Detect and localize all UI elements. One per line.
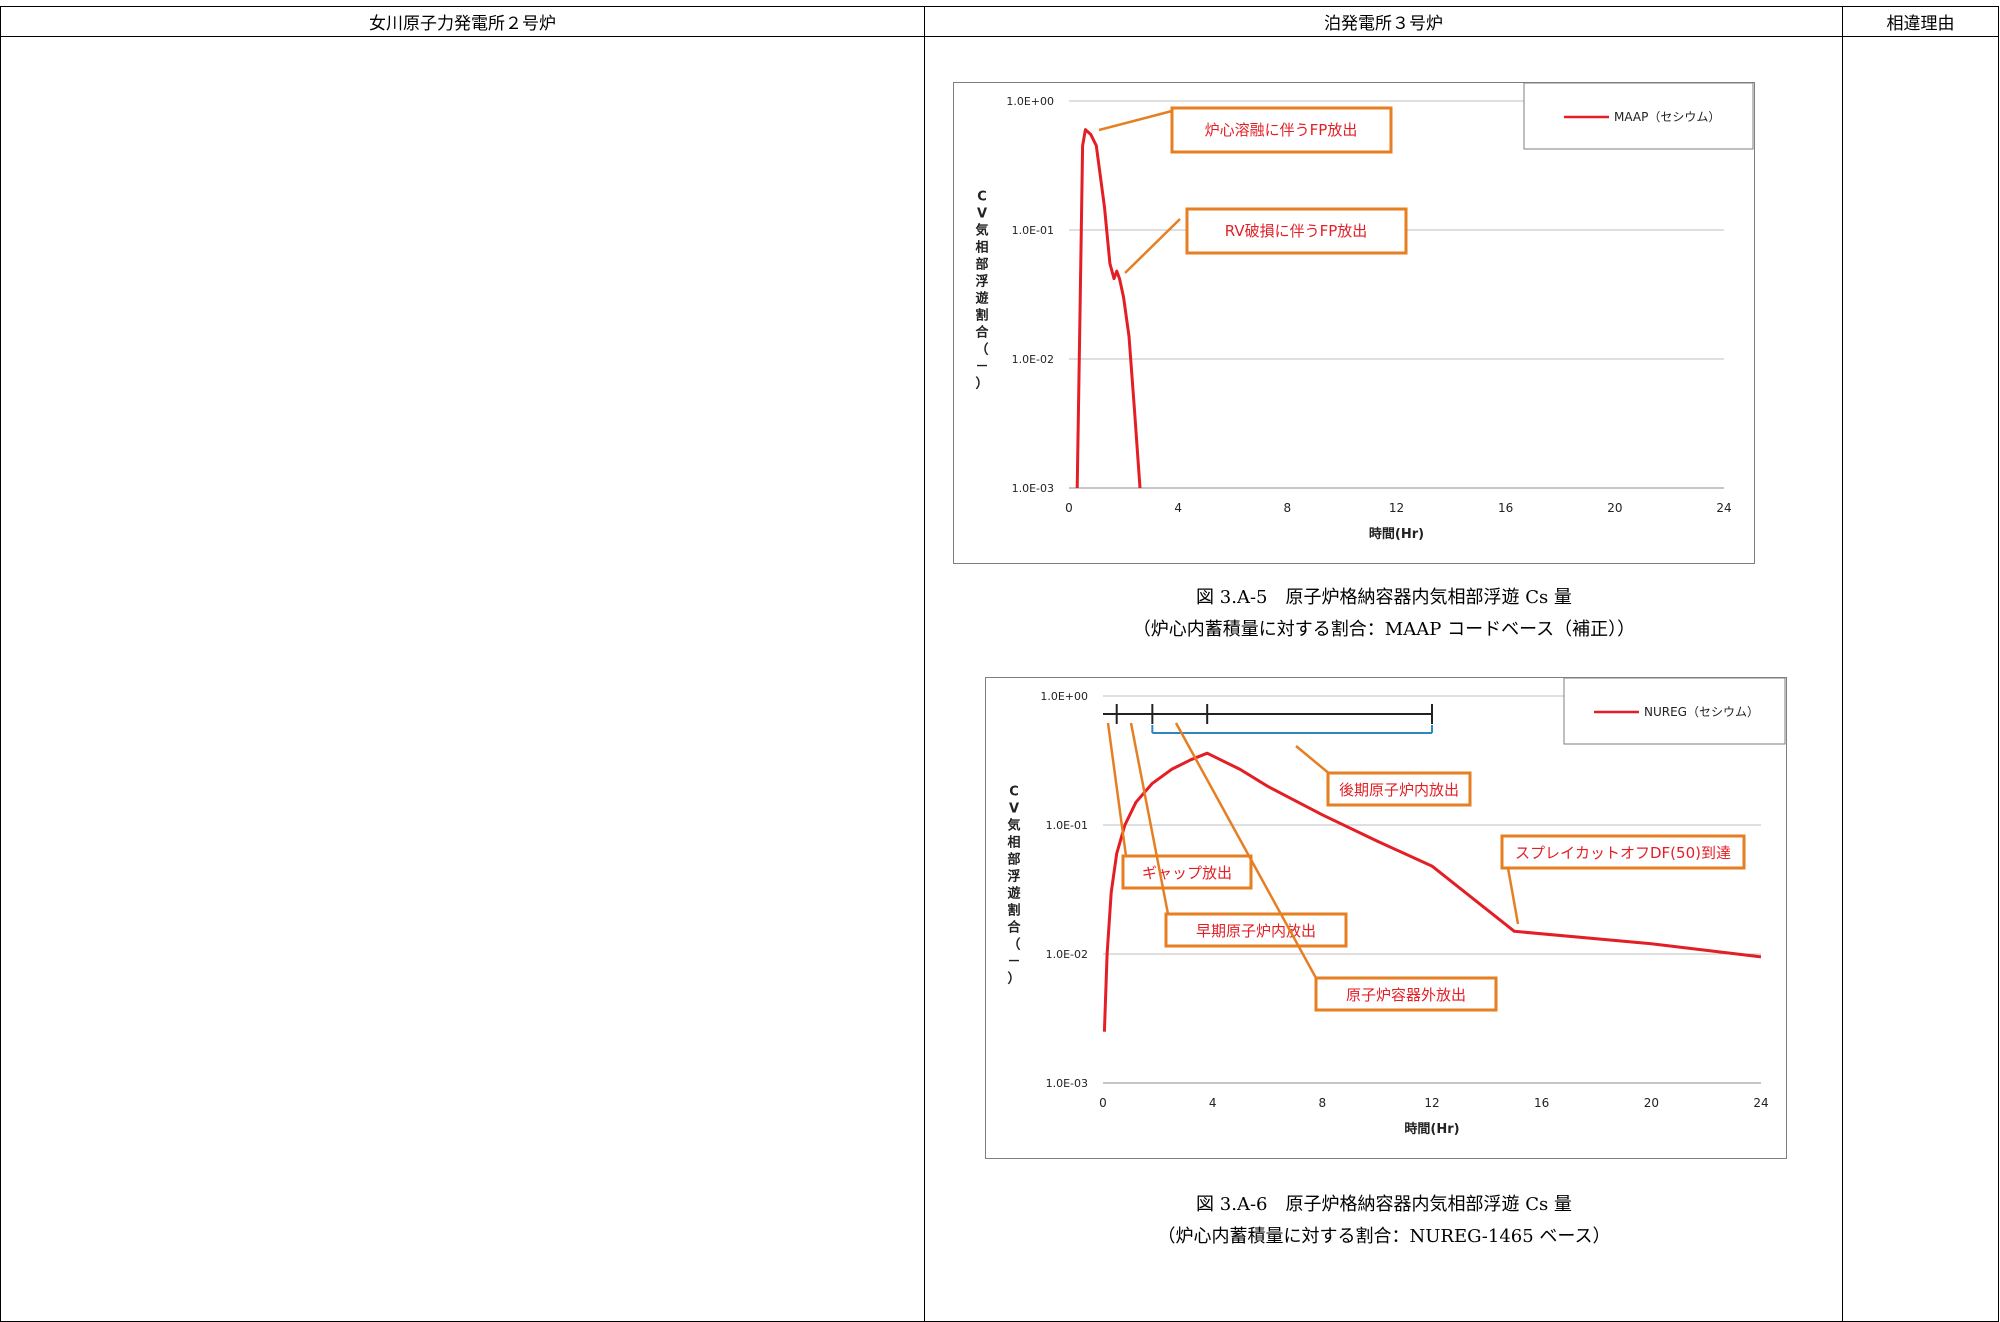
annotation-box [1314,976,1498,1012]
comparison-table: 女川原子力発電所２号炉 泊発電所３号炉 相違理由 1.0E+00 1.0E-01 1… [0,6,1999,1322]
annotation-box [1164,912,1348,948]
x-tick-label: 20 [1607,501,1622,515]
annotation-pointer [1106,722,1128,857]
series-line [1102,751,1762,1032]
annotation-label: 炉心溶融に伴うFP放出 [1205,121,1358,139]
header-row: 女川原子力発電所２号炉 泊発電所３号炉 相違理由 [0,6,1999,37]
y-tick-label: 1.0E-03 [1012,482,1054,495]
figure-maap-caption-2: （炉心内蓄積量に対する割合：MAAP コードベース（補正）） [1132,619,1636,640]
y-tick-label: 1.0E-02 [1012,353,1054,366]
figure-nureg-caption-2: （炉心内蓄積量に対する割合：NUREG-1465 ベース） [1157,1226,1611,1247]
x-tick-label: 8 [1284,501,1292,515]
y-tick-label: 1.0E+00 [1006,95,1054,108]
y-axis-label: C V 気相部浮遊割合（－） [1007,785,1021,987]
onagawa-cell [0,36,925,1322]
x-tick-label: 0 [1099,1096,1107,1110]
legend-label: NUREG（セシウム） [1644,705,1759,719]
annotation-box [1185,207,1408,255]
annotation-pointer [1295,745,1332,776]
x-tick-label: 0 [1065,501,1073,515]
x-tick-label: 20 [1644,1096,1659,1110]
y-tick-label: 1.0E-01 [1012,224,1054,237]
reason-cell [1842,36,1999,1322]
figure-maap-caption-1: 図 3.A-5 原子炉格納容器内気相部浮遊 Cs 量 [1196,587,1572,608]
x-tick-label: 24 [1716,501,1731,515]
annotation-box [1170,106,1393,154]
x-tick-label: 12 [1389,501,1404,515]
header-tomari: 泊発電所３号炉 [924,6,1843,37]
x-tick-label: 4 [1209,1096,1217,1110]
x-tick-label: 8 [1319,1096,1327,1110]
y-tick-label: 1.0E-01 [1046,819,1088,832]
annotation-pointer [1506,867,1520,925]
x-axis-label: 時間(Hr) [1369,526,1424,542]
annotation-box [1121,854,1253,890]
x-tick-label: 4 [1174,501,1182,515]
figure-maap: 1.0E+00 1.0E-01 1.0E-02 1.0E-03 0 4 8 12 16 20 24 時… [953,82,1755,564]
annotation-label: 原子炉容器外放出 [1346,986,1466,1004]
x-tick-label: 16 [1498,501,1513,515]
annotation-pointer [1124,218,1181,274]
annotation-pointer [1174,722,1318,979]
annotation-box [1500,834,1746,870]
x-axis-label: 時間(Hr) [1404,1121,1459,1137]
figure-nureg: 1.0E+00 1.0E-01 1.0E-02 1.0E-03 0 4 8 12 16 20 24 時… [985,677,1787,1159]
annotation-label: 後期原子炉内放出 [1339,781,1459,799]
annotation-label: RV破損に伴うFP放出 [1225,222,1368,240]
chart-maap: 1.0E+00 1.0E-01 1.0E-02 1.0E-03 0 4 8 12 16 20 24 時… [975,83,1754,542]
chart-nureg: 1.0E+00 1.0E-01 1.0E-02 1.0E-03 0 4 8 12 16 20 24 時… [1007,678,1786,1137]
y-tick-label: 1.0E-02 [1046,948,1088,961]
series-line [1075,128,1142,489]
annotation-label: 早期原子炉内放出 [1196,922,1316,940]
annotation-box [1326,771,1472,807]
y-tick-label: 1.0E+00 [1040,690,1088,703]
header-reason: 相違理由 [1842,6,1999,37]
annotation-label: スプレイカットオフDF(50)到達 [1515,844,1731,862]
annotation-pointer [1098,109,1173,132]
legend-box [1523,83,1754,150]
y-axis-label: C V 気相部浮遊割合（－） [975,190,989,392]
y-tick-label: 1.0E-03 [1046,1077,1088,1090]
header-onagawa: 女川原子力発電所２号炉 [0,6,925,37]
legend-label: MAAP（セシウム） [1614,110,1720,124]
x-tick-label: 24 [1753,1096,1768,1110]
tomari-cell: 1.0E+00 1.0E-01 1.0E-02 1.0E-03 0 4 8 12 16 20 24 時… [924,36,1843,1322]
annotation-label: ギャップ放出 [1142,864,1232,882]
x-tick-label: 12 [1424,1096,1439,1110]
figure-nureg-caption-1: 図 3.A-6 原子炉格納容器内気相部浮遊 Cs 量 [1196,1194,1572,1215]
x-tick-label: 16 [1534,1096,1549,1110]
content-row: 1.0E+00 1.0E-01 1.0E-02 1.0E-03 0 4 8 12 16 20 24 時… [0,36,1999,1322]
annotation-pointer [1129,722,1170,915]
